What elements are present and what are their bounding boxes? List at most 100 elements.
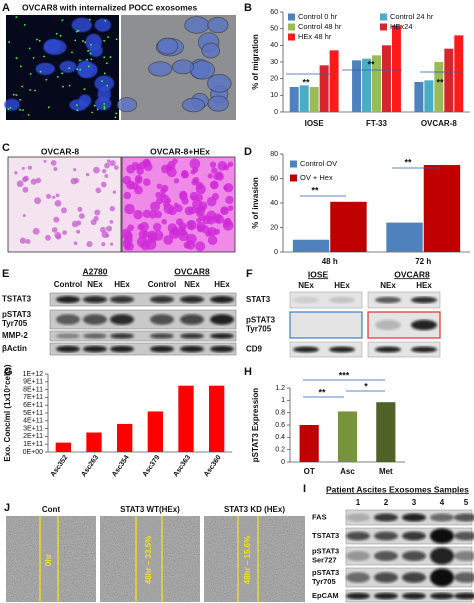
- y-axis-label: pSTAT3 Expression: [251, 388, 260, 463]
- lane-label: 4: [440, 498, 445, 507]
- stained-cell: [154, 210, 162, 219]
- y-tick-label: 8E+11: [23, 386, 43, 393]
- blot-band: [83, 333, 107, 339]
- group-label: IOSE: [308, 269, 329, 279]
- y-tick-label: 80: [270, 151, 278, 158]
- bar: [299, 85, 309, 112]
- blot-band: [293, 296, 319, 304]
- blot-band: [329, 320, 355, 330]
- legend-label: Control 48 hr: [298, 22, 342, 31]
- exosome-dot: [71, 51, 73, 54]
- stained-cell: [227, 205, 234, 211]
- stained-cell: [22, 186, 29, 193]
- blot-band: [430, 568, 454, 587]
- bar: [444, 48, 454, 112]
- image-label: STAT3 KD (HEx): [224, 505, 285, 514]
- lane-label: NEx: [87, 280, 103, 289]
- lane-label: NEx: [184, 280, 200, 289]
- exosome-dot: [91, 111, 93, 114]
- stained-cell: [100, 226, 106, 233]
- blot-band: [346, 531, 370, 541]
- lane-label: 5: [464, 498, 469, 507]
- blot-strip: [289, 341, 363, 358]
- stained-cell: [102, 168, 107, 174]
- blot-band: [454, 572, 474, 583]
- stained-cell: [155, 191, 162, 199]
- row-label: Tyr705: [2, 319, 28, 328]
- cell-body: [201, 42, 221, 59]
- exosome-dot: [45, 78, 48, 81]
- stained-cell: [152, 222, 162, 232]
- bar: [337, 411, 358, 462]
- cell-nucleus: [88, 44, 103, 58]
- stained-cell: [94, 209, 101, 216]
- stained-cell: [112, 190, 117, 194]
- panel-letter: D: [244, 146, 252, 158]
- stained-cell: [106, 159, 111, 163]
- exosome-dot: [36, 38, 38, 41]
- bar: [329, 50, 339, 112]
- row-label: pSTAT3: [312, 568, 339, 577]
- legend-swatch: [290, 160, 297, 168]
- significance-label: **: [404, 157, 412, 167]
- stained-cell: [180, 171, 189, 179]
- panel-letter: I: [303, 483, 306, 495]
- blot-band: [346, 513, 370, 522]
- exosome-dot: [93, 104, 96, 107]
- stained-cell: [73, 168, 77, 172]
- stained-cell: [21, 166, 25, 170]
- stained-cell: [173, 202, 179, 208]
- stained-cell: [150, 201, 161, 212]
- blot-band: [150, 333, 174, 339]
- stained-cell: [179, 191, 188, 201]
- exosome-dot: [76, 109, 79, 112]
- stained-cell: [62, 230, 67, 235]
- panel-letter: A: [2, 2, 10, 14]
- stained-cell: [122, 239, 132, 249]
- bar: [386, 222, 423, 252]
- stained-cell: [45, 234, 51, 241]
- stained-cell: [207, 235, 218, 246]
- blot-band: [293, 320, 319, 330]
- exosome-dot: [38, 39, 41, 42]
- lane-label: HEx: [416, 281, 432, 290]
- panel-title: OVCAR8 with internalized POCC exosomes: [22, 2, 198, 12]
- lane-label: 1: [356, 498, 361, 507]
- panel-letter: G: [4, 366, 13, 378]
- blot-band: [56, 333, 80, 339]
- y-tick-label: 0.4: [275, 434, 285, 441]
- exosome-dot: [114, 116, 117, 119]
- stained-cell: [16, 180, 24, 188]
- stained-cell: [55, 193, 60, 198]
- exosome-dot: [12, 93, 15, 96]
- exosome-dot: [107, 36, 109, 39]
- blot-band: [180, 295, 204, 304]
- y-tick-label: 0.6: [275, 422, 285, 429]
- x-tick-label: FT-33: [366, 119, 387, 128]
- exosome-dot: [103, 39, 106, 42]
- stained-cell: [220, 206, 229, 216]
- lane-label: HEx: [114, 280, 130, 289]
- blot-band: [83, 345, 107, 353]
- blot-band: [411, 346, 437, 353]
- blot-strip: [289, 291, 363, 309]
- x-tick-label: 48 h: [322, 257, 338, 266]
- panel-letter: C: [2, 142, 10, 154]
- bar: [434, 62, 444, 112]
- exosome-dot: [79, 68, 82, 71]
- blot-band: [454, 551, 474, 561]
- exosome-dot: [103, 56, 106, 59]
- blot-band: [430, 592, 454, 600]
- blot-band: [150, 345, 174, 353]
- exosome-dot: [59, 35, 62, 37]
- y-tick-label: 7E+11: [23, 394, 43, 401]
- panel-letter: B: [244, 2, 252, 14]
- stained-cell: [173, 178, 180, 184]
- blot-band: [329, 346, 355, 353]
- exosome-dot: [105, 62, 108, 65]
- lane-label: 3: [412, 498, 417, 507]
- x-tick-label: Asc: [340, 467, 355, 476]
- stained-cell: [101, 242, 106, 247]
- y-tick-label: 0.2: [275, 447, 285, 454]
- blot-band: [374, 513, 398, 522]
